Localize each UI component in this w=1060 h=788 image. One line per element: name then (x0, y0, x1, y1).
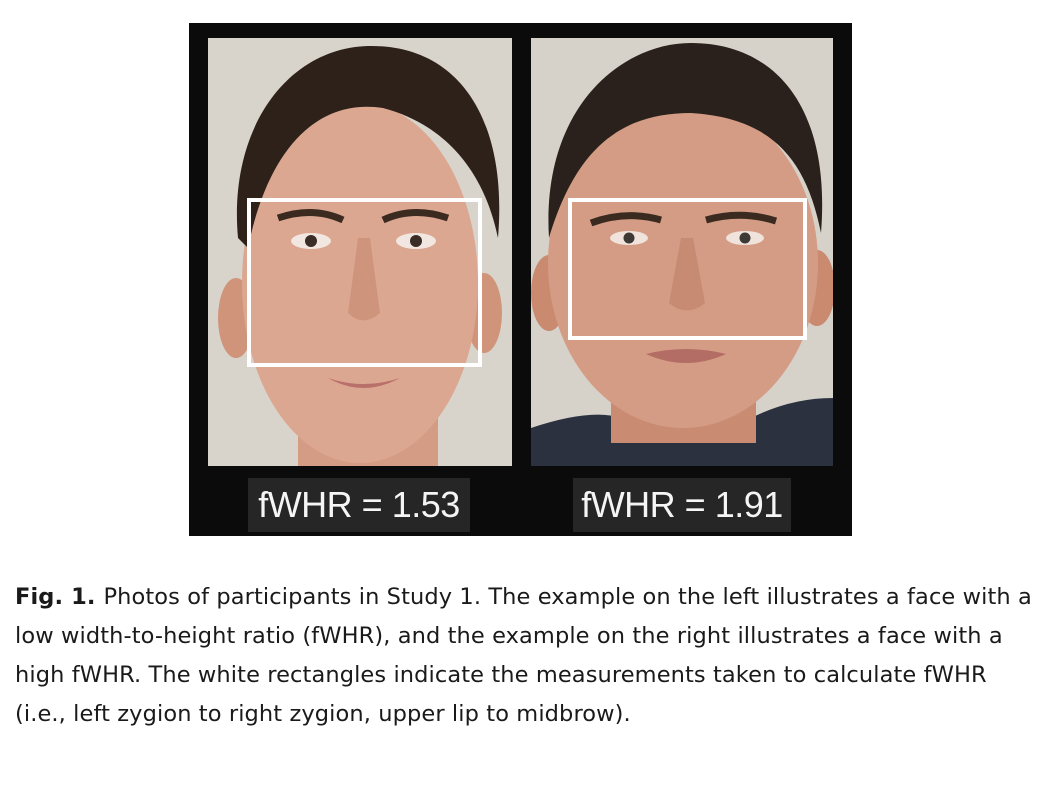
right-face-photo (531, 38, 833, 466)
right-fwhr-label: fWHR = 1.91 (573, 478, 791, 532)
figure-caption: Fig. 1. Photos of participants in Study 1… (15, 578, 1035, 734)
figure-panel: fWHR = 1.53 fWHR = 1.91 (189, 23, 852, 536)
right-face-illustration (531, 38, 833, 466)
caption-text: Photos of participants in Study 1. The e… (15, 584, 1032, 727)
left-face-photo (208, 38, 512, 466)
left-fwhr-label: fWHR = 1.53 (248, 478, 470, 532)
caption-figure-label: Fig. 1. (15, 584, 96, 610)
left-face-illustration (208, 38, 512, 466)
